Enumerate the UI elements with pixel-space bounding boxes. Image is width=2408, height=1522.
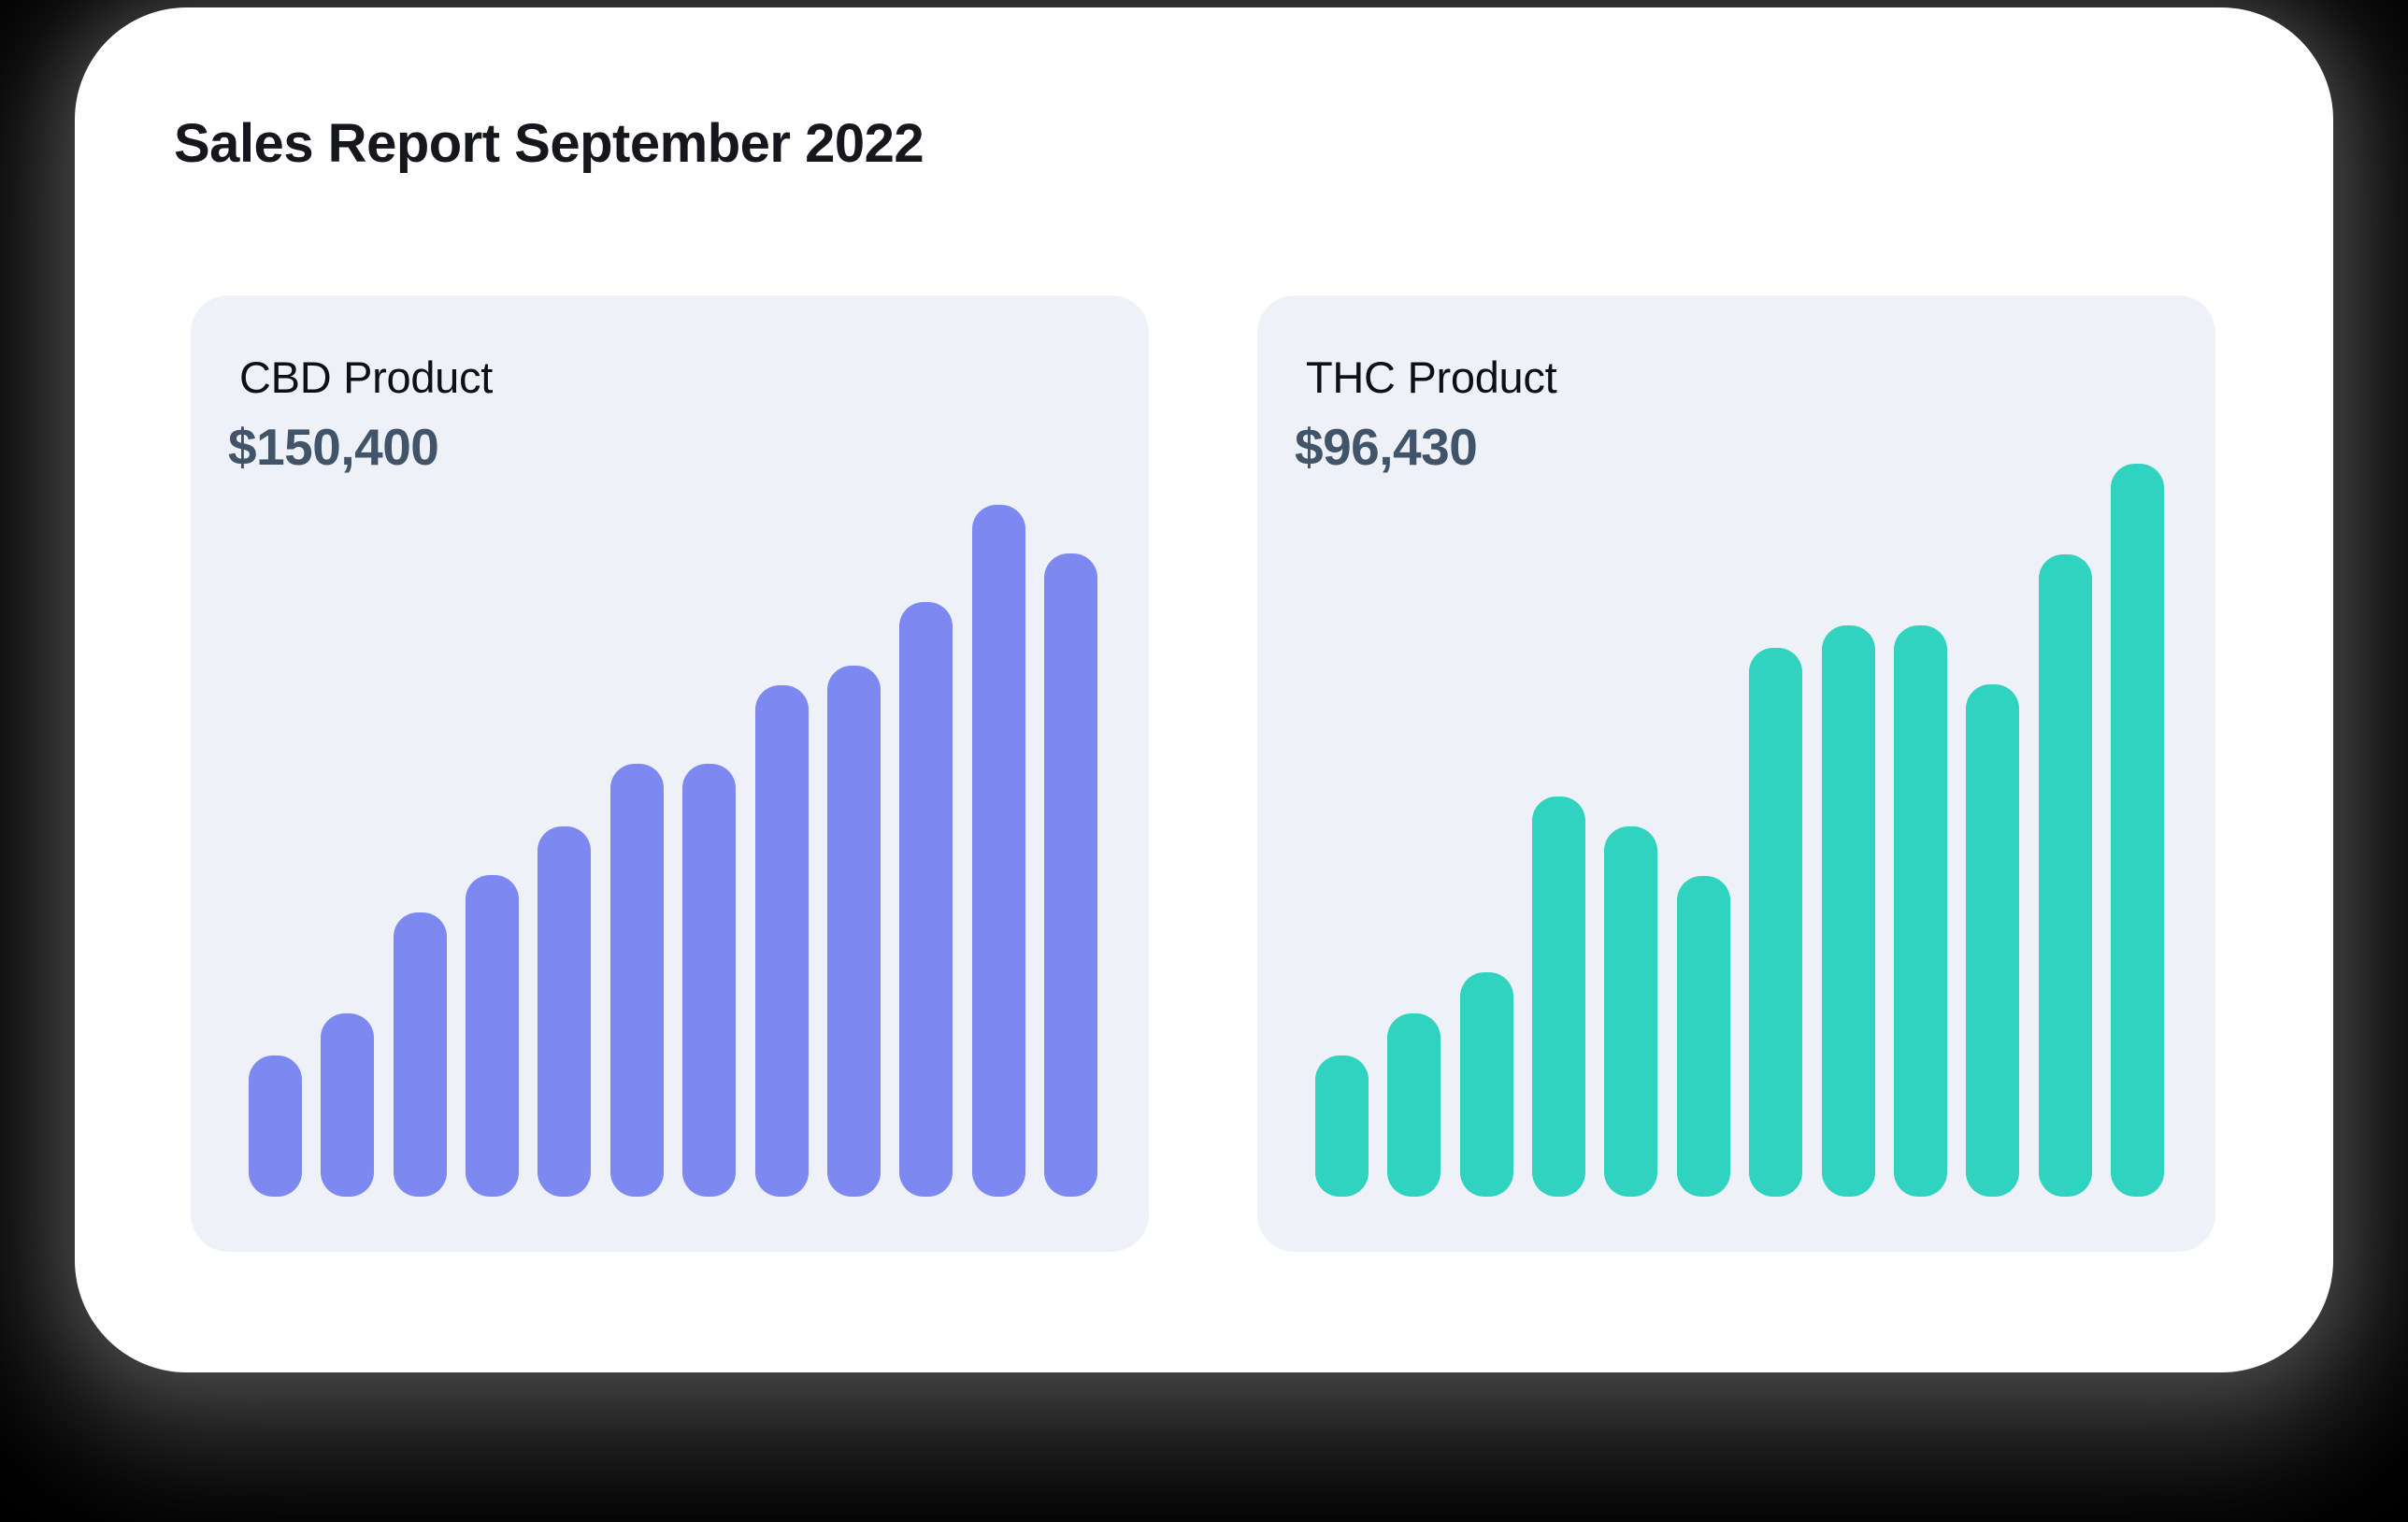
product-label: THC Product [1306, 352, 1557, 402]
bar-chart-thc [1315, 458, 2164, 1197]
bar [1387, 1013, 1441, 1197]
product-label: CBD Product [239, 352, 493, 402]
bar [1315, 1055, 1369, 1197]
bar [2038, 554, 2092, 1197]
bar [1604, 826, 1658, 1197]
bar [249, 1055, 302, 1197]
bar [609, 764, 664, 1197]
total-amount: $150,400 [228, 418, 439, 476]
bar [393, 912, 447, 1197]
bar [971, 505, 1025, 1197]
report-card: Sales Report September 2022 CBD Product … [75, 7, 2333, 1372]
bar [899, 602, 953, 1197]
bar [1966, 684, 2020, 1197]
chart-panel-cbd: CBD Product $150,400 [191, 295, 1149, 1252]
bar [826, 666, 881, 1197]
bar-chart-cbd [249, 458, 1097, 1197]
bar [321, 1013, 375, 1197]
bar [1043, 553, 1097, 1197]
bar [538, 826, 592, 1197]
bar [1821, 625, 1875, 1197]
bar [466, 875, 520, 1197]
total-amount: $96,430 [1295, 418, 1478, 476]
bar [754, 685, 809, 1197]
bar [1893, 625, 1947, 1197]
page-title: Sales Report September 2022 [174, 113, 924, 174]
bar [1532, 797, 1586, 1197]
bar [1459, 972, 1513, 1197]
bar [682, 764, 737, 1197]
bar [2110, 464, 2164, 1197]
chart-panel-thc: THC Product $96,430 [1257, 295, 2215, 1252]
bar [1749, 648, 1803, 1197]
bar [1676, 876, 1730, 1197]
